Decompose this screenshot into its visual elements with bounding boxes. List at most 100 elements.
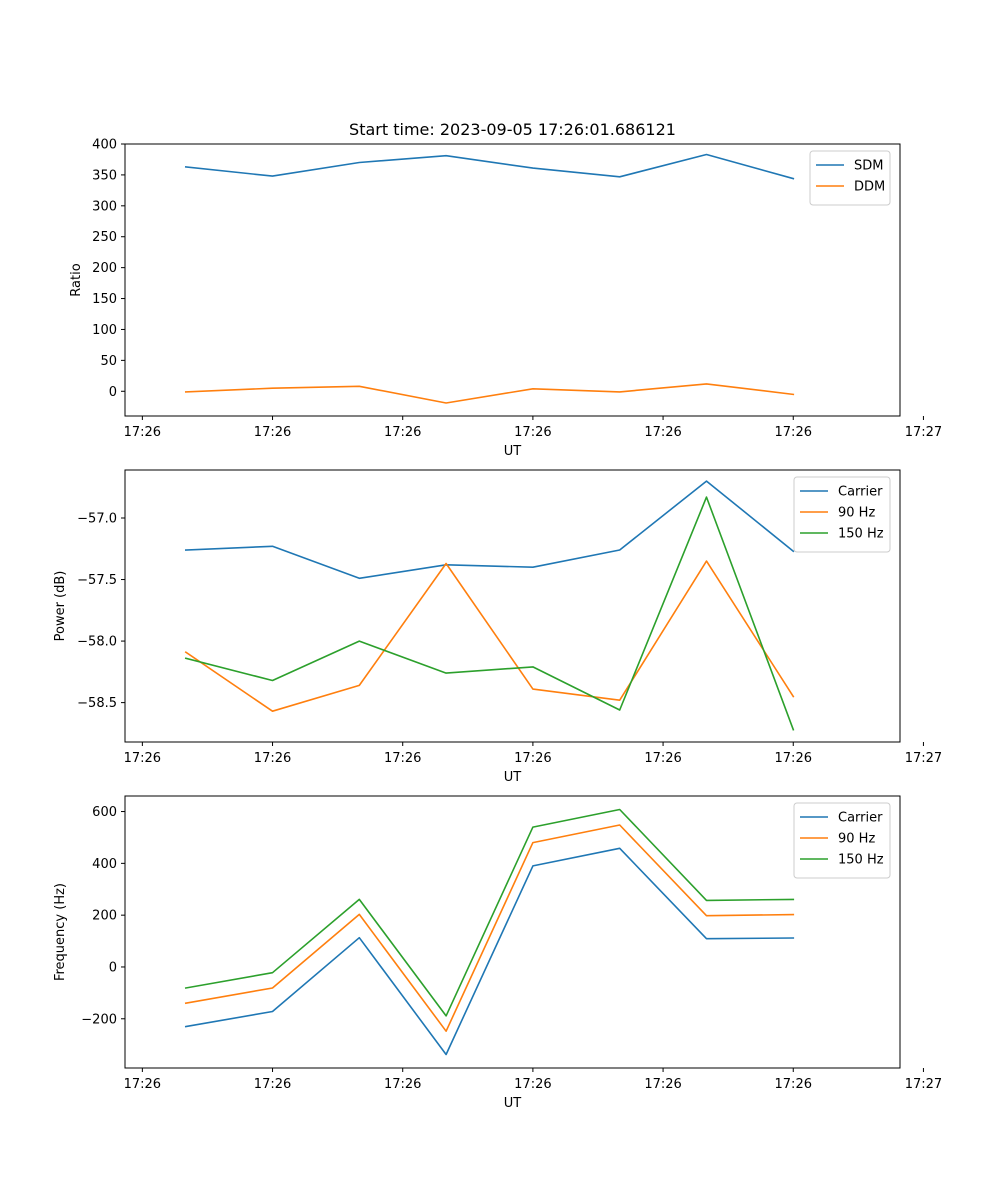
data-point-ddm bbox=[619, 391, 621, 393]
legend-label: Carrier bbox=[838, 485, 883, 500]
data-point-150-hz bbox=[358, 898, 360, 900]
data-point-carrier bbox=[532, 865, 534, 867]
plot-area-frame bbox=[124, 469, 901, 743]
data-point-150-hz bbox=[619, 709, 621, 711]
data-point-90-hz bbox=[705, 560, 707, 562]
chart-title: Start time: 2023-09-05 17:26:01.686121 bbox=[349, 120, 676, 139]
series-line-ddm bbox=[184, 383, 795, 404]
data-point-90-hz bbox=[792, 695, 794, 697]
legend-label: DDM bbox=[854, 180, 885, 195]
y-axis-label: Power (dB) bbox=[53, 571, 68, 642]
x-tick-label: 17:26 bbox=[384, 1077, 421, 1092]
x-tick-label: 17:26 bbox=[775, 751, 812, 766]
series-line-90-hz bbox=[184, 560, 795, 713]
legend-label: 150 Hz bbox=[838, 853, 884, 868]
data-point-ddm bbox=[445, 402, 447, 404]
data-point-90-hz bbox=[445, 563, 447, 565]
data-point-ddm bbox=[532, 388, 534, 390]
series-line-150-hz bbox=[184, 496, 795, 731]
data-point-carrier bbox=[705, 938, 707, 940]
x-tick-label: 17:26 bbox=[644, 751, 681, 766]
data-point-carrier bbox=[705, 480, 707, 482]
data-point-sdm bbox=[792, 178, 794, 180]
data-point-carrier bbox=[185, 549, 187, 551]
y-axis-label: Ratio bbox=[69, 263, 84, 296]
data-point-ddm bbox=[358, 385, 360, 387]
data-point-90-hz bbox=[272, 710, 274, 712]
data-point-150-hz bbox=[185, 987, 187, 989]
chart-panel-2: 17:26 17:26 17:26 17:26 17:26 17:26 17:27 −58.5… bbox=[53, 469, 942, 785]
x-tick-label: 17:26 bbox=[124, 1077, 161, 1092]
y-axis-label: Frequency (Hz) bbox=[53, 883, 68, 981]
data-point-150-hz bbox=[792, 898, 794, 900]
data-point-sdm bbox=[532, 167, 534, 169]
data-point-150-hz bbox=[705, 496, 707, 498]
y-tick-label: 350 bbox=[92, 168, 117, 183]
x-tick-label: 17:27 bbox=[905, 425, 942, 440]
x-axis-label: UT bbox=[504, 444, 522, 459]
data-point-carrier bbox=[358, 577, 360, 579]
x-tick-label: 17:26 bbox=[775, 1077, 812, 1092]
data-point-90-hz bbox=[532, 842, 534, 844]
data-point-90-hz bbox=[185, 1002, 187, 1004]
data-point-carrier bbox=[272, 1011, 274, 1013]
x-tick-label: 17:26 bbox=[384, 751, 421, 766]
data-point-carrier bbox=[272, 545, 274, 547]
data-point-carrier bbox=[619, 847, 621, 849]
x-tick-label: 17:26 bbox=[254, 751, 291, 766]
x-axis-label: UT bbox=[504, 1096, 522, 1111]
data-point-carrier bbox=[532, 566, 534, 568]
y-tick-label: 250 bbox=[92, 230, 117, 245]
data-point-150-hz bbox=[358, 640, 360, 642]
data-point-150-hz bbox=[185, 657, 187, 659]
y-tick-label: 150 bbox=[92, 292, 117, 307]
y-tick-label: 400 bbox=[92, 857, 117, 872]
data-point-90-hz bbox=[705, 915, 707, 917]
data-point-90-hz bbox=[272, 987, 274, 989]
data-point-150-hz bbox=[792, 729, 794, 731]
data-point-150-hz bbox=[272, 972, 274, 974]
chart-panel-3: 17:26 17:26 17:26 17:26 17:26 17:26 17:27 −200 0… bbox=[53, 795, 942, 1111]
y-tick-label: −57.0 bbox=[77, 512, 117, 527]
data-point-sdm bbox=[358, 162, 360, 164]
data-point-90-hz bbox=[619, 699, 621, 701]
data-point-90-hz bbox=[532, 688, 534, 690]
legend-label: 90 Hz bbox=[838, 506, 875, 521]
x-tick-label: 17:26 bbox=[124, 751, 161, 766]
legend-label: 90 Hz bbox=[838, 832, 875, 847]
y-tick-label: 200 bbox=[92, 261, 117, 276]
y-tick-label: −58.0 bbox=[77, 635, 117, 650]
legend-label: SDM bbox=[854, 159, 883, 174]
data-point-carrier bbox=[445, 1054, 447, 1056]
data-point-ddm bbox=[705, 383, 707, 385]
data-point-sdm bbox=[705, 154, 707, 156]
y-tick-label: 400 bbox=[92, 138, 117, 153]
data-point-90-hz bbox=[792, 914, 794, 916]
data-point-sdm bbox=[619, 176, 621, 178]
series-line-carrier bbox=[184, 847, 795, 1056]
x-tick-label: 17:27 bbox=[905, 1077, 942, 1092]
x-tick-label: 17:27 bbox=[905, 751, 942, 766]
x-tick-label: 17:26 bbox=[644, 1077, 681, 1092]
y-tick-label: −58.5 bbox=[77, 696, 117, 711]
data-point-150-hz bbox=[532, 826, 534, 828]
data-point-90-hz bbox=[358, 913, 360, 915]
x-tick-label: 17:26 bbox=[514, 751, 551, 766]
series-line-carrier bbox=[184, 480, 795, 580]
data-point-carrier bbox=[358, 937, 360, 939]
data-point-ddm bbox=[185, 391, 187, 393]
y-tick-label: 300 bbox=[92, 199, 117, 214]
x-tick-label: 17:26 bbox=[124, 425, 161, 440]
x-tick-label: 17:26 bbox=[644, 425, 681, 440]
data-point-carrier bbox=[792, 937, 794, 939]
data-point-150-hz bbox=[705, 899, 707, 901]
x-tick-label: 17:26 bbox=[384, 425, 421, 440]
data-point-ddm bbox=[272, 387, 274, 389]
y-tick-label: 100 bbox=[92, 323, 117, 338]
data-point-150-hz bbox=[272, 679, 274, 681]
series-line-90-hz bbox=[184, 824, 795, 1032]
x-tick-label: 17:26 bbox=[514, 425, 551, 440]
x-tick-label: 17:26 bbox=[254, 1077, 291, 1092]
data-point-150-hz bbox=[619, 808, 621, 810]
